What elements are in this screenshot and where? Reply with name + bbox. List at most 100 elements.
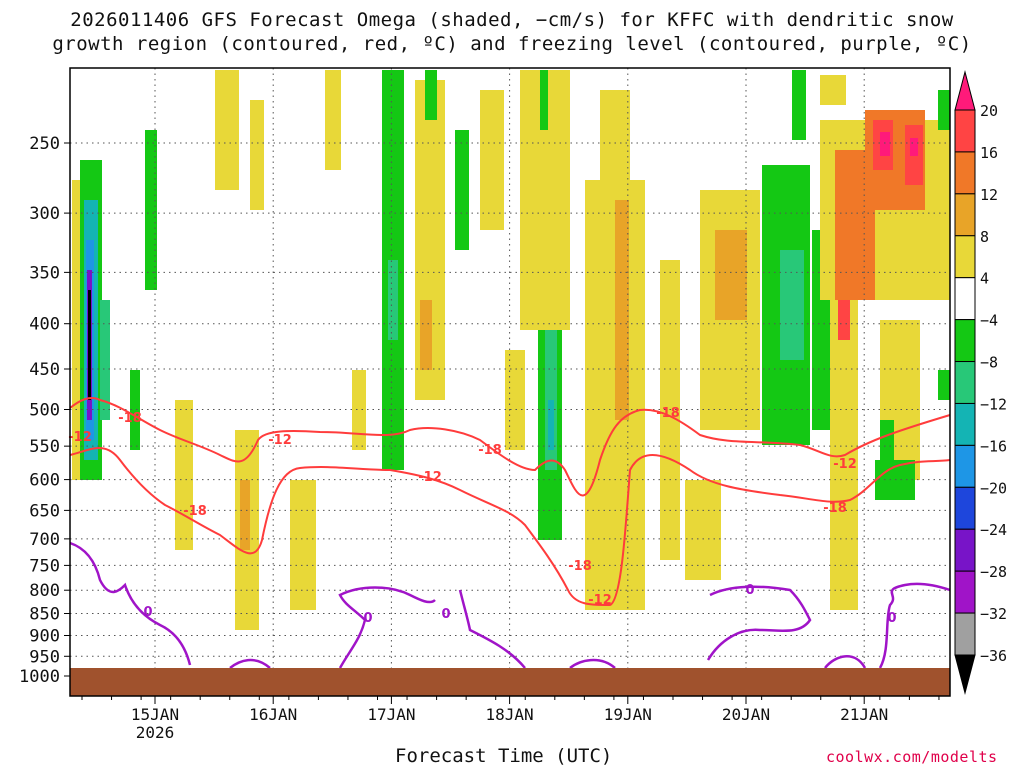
colorbar-label: −24 bbox=[980, 521, 1007, 539]
omega-area bbox=[938, 370, 950, 400]
omega-area bbox=[290, 480, 316, 610]
ground-surface bbox=[70, 668, 950, 696]
colorbar-segment bbox=[954, 570, 976, 614]
freezing-contour bbox=[229, 658, 271, 669]
omega-area bbox=[685, 480, 721, 580]
dgz-contour-label: -12 bbox=[268, 433, 292, 448]
dgz-contour-label: -12 bbox=[418, 470, 442, 485]
dgz-contour-label: -18 bbox=[823, 501, 847, 516]
freezing-contour-label: 0 bbox=[363, 611, 372, 626]
y-axis: 2503003504004505005506006507007508008509… bbox=[19, 134, 70, 687]
colorbar-label: 4 bbox=[980, 270, 989, 288]
colorbar-segment bbox=[954, 235, 976, 279]
dgz-contour-label: -18 bbox=[568, 559, 592, 574]
dgz-contour-label: -18 bbox=[118, 411, 142, 426]
y-tick-label: 350 bbox=[29, 263, 60, 283]
y-tick-label: 750 bbox=[29, 556, 60, 576]
freezing-contour-label: 0 bbox=[143, 605, 152, 620]
colorbar-segment bbox=[954, 612, 976, 656]
omega-area bbox=[792, 70, 806, 140]
y-tick-label: 500 bbox=[29, 401, 60, 421]
colorbar-label: 16 bbox=[980, 144, 998, 162]
omega-area bbox=[175, 400, 193, 550]
x-tick-sublabel: 2026 bbox=[136, 723, 175, 742]
x-tick-label: 17JAN bbox=[367, 705, 415, 724]
omega-area bbox=[820, 75, 846, 105]
freezing-contour-label: 0 bbox=[745, 583, 754, 598]
colorbar-segment bbox=[954, 486, 976, 530]
omega-area bbox=[352, 370, 366, 450]
y-tick-label: 300 bbox=[29, 204, 60, 224]
y-tick-label: 800 bbox=[29, 581, 60, 601]
dgz-contour-label: -18 bbox=[183, 504, 207, 519]
colorbar-label: 20 bbox=[980, 102, 998, 120]
freezing-contour-label: 0 bbox=[887, 611, 896, 626]
omega-area bbox=[425, 70, 437, 120]
y-tick-label: 450 bbox=[29, 360, 60, 380]
omega-area bbox=[780, 250, 804, 360]
omega-area bbox=[325, 70, 341, 170]
omega-area bbox=[600, 90, 630, 190]
dgz-contour-label: -18 bbox=[478, 443, 502, 458]
omega-area bbox=[388, 260, 398, 340]
colorbar-label: −16 bbox=[980, 437, 1007, 455]
freezing-contour bbox=[569, 658, 616, 670]
omega-area bbox=[880, 132, 890, 156]
freezing-contour-label: 0 bbox=[441, 607, 450, 622]
dgz-contour-label: -12 bbox=[588, 593, 612, 608]
dgz-contour-label: -12 bbox=[833, 457, 857, 472]
credit-link[interactable]: coolwx.com/modelts bbox=[826, 748, 998, 766]
colorbar-segment bbox=[954, 109, 976, 153]
omega-area bbox=[250, 100, 264, 210]
x-tick-label: 16JAN bbox=[249, 705, 297, 724]
colorbar-segment bbox=[954, 361, 976, 404]
dgz-contour-label: -12 bbox=[68, 430, 92, 445]
freezing-contour bbox=[338, 586, 436, 669]
omega-area bbox=[145, 130, 157, 290]
omega-area bbox=[480, 90, 504, 230]
colorbar-label: −36 bbox=[980, 647, 1007, 665]
omega-area bbox=[455, 130, 469, 250]
omega-area bbox=[240, 480, 250, 550]
y-tick-label: 950 bbox=[29, 647, 60, 667]
colorbar-bottom-arrow bbox=[954, 654, 976, 695]
dgz-contour-label: -18 bbox=[656, 406, 680, 421]
omega-area bbox=[100, 300, 110, 420]
colorbar-segment bbox=[954, 277, 976, 321]
omega-area bbox=[938, 90, 950, 130]
omega-area bbox=[715, 230, 747, 320]
omega-area bbox=[910, 138, 918, 156]
freezing-contour bbox=[824, 655, 867, 669]
y-tick-label: 700 bbox=[29, 530, 60, 550]
x-axis-title: Forecast Time (UTC) bbox=[395, 745, 613, 767]
omega-area bbox=[505, 350, 525, 450]
freezing-contour bbox=[458, 589, 526, 669]
y-tick-label: 1000 bbox=[19, 667, 60, 687]
chart-title-line-1: 2026011406 GFS Forecast Omega (shaded, −… bbox=[70, 9, 954, 31]
x-tick-label: 21JAN bbox=[840, 705, 888, 724]
y-tick-label: 550 bbox=[29, 437, 60, 457]
x-tick-label: 15JAN bbox=[131, 705, 179, 724]
freezing-contour bbox=[878, 582, 951, 669]
omega-area bbox=[420, 300, 432, 370]
y-tick-label: 600 bbox=[29, 471, 60, 491]
omega-area bbox=[838, 300, 850, 340]
colorbar-label: −8 bbox=[980, 354, 998, 372]
colorbar-segment bbox=[954, 319, 976, 363]
omega-shading bbox=[72, 70, 950, 630]
colorbar-label: −32 bbox=[980, 605, 1007, 623]
y-tick-label: 900 bbox=[29, 626, 60, 646]
omega-area bbox=[548, 400, 554, 450]
colorbar-label: 12 bbox=[980, 186, 998, 204]
colorbar-segment bbox=[954, 193, 976, 237]
x-tick-label: 20JAN bbox=[722, 705, 770, 724]
colorbar-label: 8 bbox=[980, 228, 989, 246]
y-tick-label: 250 bbox=[29, 134, 60, 154]
omega-area bbox=[615, 200, 629, 420]
colorbar: 20 16 12 8 4 −4 −8 −12 −16 −20 −24 −28 −32 −36 bbox=[954, 70, 1007, 695]
contour-labels: -18 -12 -18 -18 -12 -18 -12 -18 -12 -18 -12 0 0 0 0 0 bbox=[68, 406, 896, 626]
omega-area bbox=[540, 70, 548, 130]
colorbar-label: −20 bbox=[980, 479, 1007, 497]
